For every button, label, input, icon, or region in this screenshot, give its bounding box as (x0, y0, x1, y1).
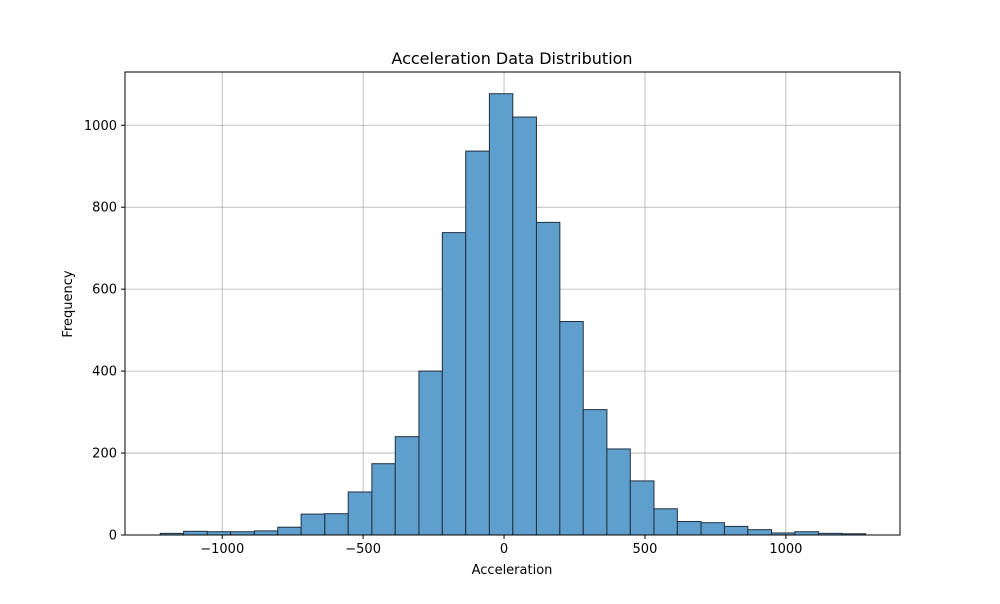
y-tick-label: 600 (92, 283, 117, 298)
y-tick-label: 200 (92, 447, 117, 462)
histogram-bar (723, 525, 749, 536)
histogram-bar (465, 150, 490, 536)
histogram-bar (441, 232, 467, 536)
histogram-bar (394, 436, 420, 536)
bars-layer (159, 93, 867, 536)
x-tick-label: 1000 (769, 542, 802, 557)
histogram-bar (747, 529, 772, 536)
histogram-bar (324, 513, 349, 536)
x-tick-label: −1000 (200, 542, 244, 557)
histogram-bar (277, 526, 302, 536)
y-axis-label: Frequency (61, 270, 76, 337)
y-tick-label: 400 (92, 365, 117, 380)
x-tick-label: 500 (633, 542, 658, 557)
histogram-bar (183, 530, 208, 536)
histogram-bar (653, 508, 678, 536)
x-tick-label: −500 (345, 542, 381, 557)
y-tick-label: 800 (92, 201, 117, 216)
histogram-bar (488, 93, 514, 536)
histogram-bar (629, 480, 655, 536)
histogram-bar (512, 116, 537, 536)
x-axis-label: Acceleration (472, 563, 553, 578)
histogram-bar (300, 513, 326, 536)
histogram-bar (253, 530, 279, 536)
y-tick-label: 1000 (84, 119, 117, 134)
histogram-bar (559, 321, 584, 536)
chart-title: Acceleration Data Distribution (391, 49, 632, 68)
x-tick-label: 0 (500, 542, 508, 557)
histogram-bar (700, 522, 725, 536)
ticks-layer: −1000 −500 0 500 1000 0 200 400 600 800 1000 (84, 119, 803, 557)
histogram-bar (676, 520, 702, 536)
plot-frame (124, 71, 901, 536)
histogram-bar (535, 221, 561, 536)
histogram-bar (371, 463, 396, 536)
histogram-bar (347, 491, 373, 536)
histogram-bar (418, 370, 443, 536)
y-tick-label: 0 (109, 529, 117, 544)
histogram-bar (606, 448, 631, 536)
histogram-bar (582, 409, 608, 536)
